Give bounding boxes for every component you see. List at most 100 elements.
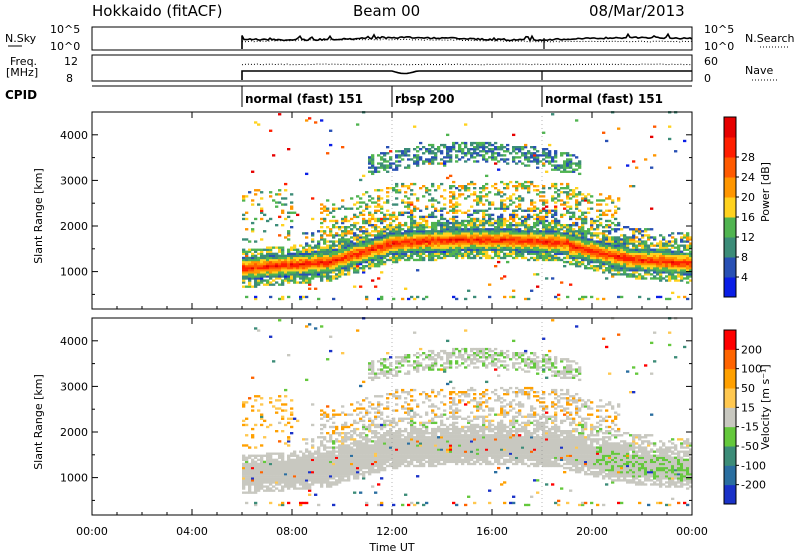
power-cell — [686, 232, 690, 235]
power-cell — [662, 250, 666, 253]
power-cell — [416, 295, 420, 299]
power-cell — [548, 246, 552, 249]
power-cell — [536, 160, 540, 163]
power-cell — [635, 248, 639, 251]
power-cell — [614, 236, 618, 239]
power-cell — [344, 250, 348, 253]
power-cell — [632, 269, 636, 272]
power-cell — [404, 152, 408, 155]
velocity-cell — [320, 473, 324, 476]
power-cell — [431, 246, 435, 249]
power-cell — [491, 236, 495, 239]
velocity-cell — [344, 471, 348, 474]
power-cell — [407, 226, 411, 229]
power-cell — [632, 230, 636, 233]
colorbar-tick-label: 4 — [741, 271, 748, 284]
power-cell — [404, 191, 408, 194]
velocity-cell — [269, 471, 273, 474]
power-cell — [383, 217, 387, 221]
velocity-cell — [284, 395, 288, 398]
power-cell — [437, 252, 441, 256]
power-cell — [326, 258, 330, 262]
power-cell — [281, 260, 285, 264]
power-cell — [293, 246, 297, 249]
power-cell — [296, 258, 300, 262]
power-cell — [344, 238, 348, 241]
velocity-cell — [335, 460, 339, 464]
power-cell — [623, 265, 627, 268]
power-cell — [578, 248, 582, 251]
power-cell — [308, 260, 312, 264]
power-cell — [266, 283, 270, 286]
power-cell — [560, 246, 564, 249]
power-cell — [260, 277, 264, 280]
power-cell — [479, 221, 483, 225]
power-cell — [404, 240, 408, 243]
power-cell — [668, 267, 672, 270]
power-cell — [446, 160, 450, 163]
velocity-cell — [263, 454, 267, 457]
power-cell — [629, 240, 633, 243]
power-cell — [410, 244, 414, 247]
power-cell — [290, 279, 294, 282]
power-cell — [392, 297, 396, 301]
velocity-cell — [251, 473, 255, 476]
power-cell — [665, 297, 669, 301]
power-cell — [314, 271, 318, 274]
power-cell — [455, 240, 459, 243]
power-cell — [377, 254, 381, 258]
power-cell — [287, 273, 291, 276]
velocity-cell — [308, 458, 312, 462]
power-cell — [485, 182, 489, 186]
power-cell — [596, 252, 600, 256]
power-cell — [383, 213, 387, 217]
power-cell — [260, 217, 264, 221]
power-cell — [446, 154, 450, 157]
power-cell — [560, 199, 564, 202]
velocity-cell — [335, 446, 339, 449]
power-cell — [503, 295, 507, 299]
power-cell — [479, 236, 483, 239]
velocity-cell — [278, 489, 282, 492]
power-cell — [605, 139, 609, 143]
velocity-cell — [359, 460, 363, 464]
power-cell — [329, 250, 333, 253]
power-cell — [512, 232, 516, 235]
power-cell — [437, 232, 441, 235]
power-cell — [440, 143, 444, 147]
power-cell — [377, 248, 381, 251]
velocity-cell — [347, 473, 351, 476]
velocity-cell — [287, 471, 291, 474]
power-cell — [668, 250, 672, 253]
power-cell — [539, 240, 543, 243]
power-cell — [446, 248, 450, 251]
velocity-cell — [359, 450, 363, 453]
velocity-cell — [338, 479, 342, 482]
power-cell — [476, 226, 480, 229]
power-cell — [488, 221, 492, 225]
power-cell — [590, 258, 594, 262]
power-cell — [344, 256, 348, 260]
power-cell — [410, 213, 414, 217]
power-cell — [629, 248, 633, 251]
power-cell — [335, 207, 339, 210]
y-tick-label: 1000 — [60, 266, 88, 279]
power-cell — [671, 275, 675, 278]
power-cell — [287, 262, 291, 266]
power-cell — [689, 279, 693, 282]
power-cell — [413, 182, 417, 186]
velocity-cell — [263, 436, 267, 439]
velocity-cell — [248, 464, 252, 468]
power-cell — [542, 252, 546, 256]
power-cell — [587, 262, 591, 266]
power-cell — [269, 271, 273, 274]
power-cell — [305, 248, 309, 251]
power-cell — [434, 238, 438, 241]
velocity-cell — [335, 432, 339, 435]
power-cell — [416, 150, 420, 153]
velocity-cell — [353, 452, 357, 455]
velocity-cell — [248, 468, 252, 472]
power-cell — [251, 273, 255, 276]
power-cell — [272, 279, 276, 282]
velocity-cell — [290, 454, 294, 457]
